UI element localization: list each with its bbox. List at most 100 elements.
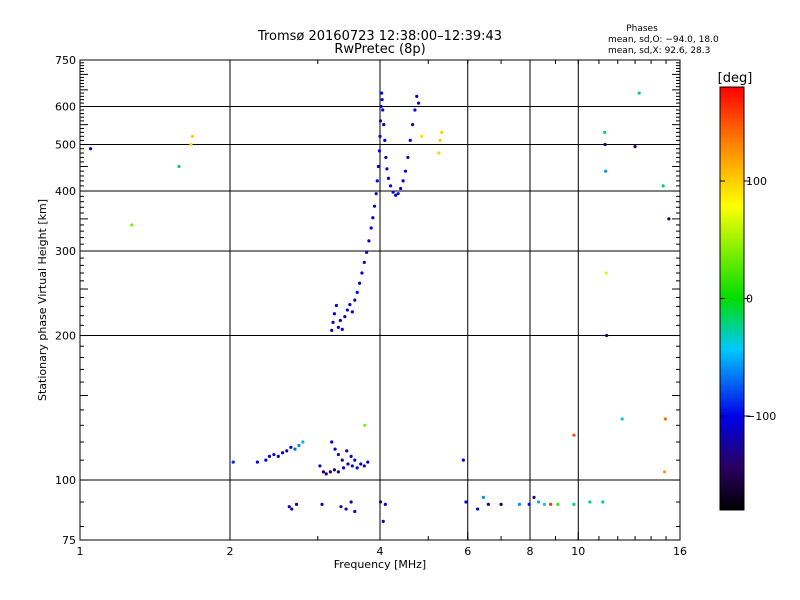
data-point — [336, 452, 340, 457]
colorbar-tick-label: 100 — [746, 175, 767, 188]
data-point — [517, 502, 522, 506]
data-point — [294, 502, 299, 506]
data-point — [464, 500, 468, 504]
x-tick-label: 16 — [673, 545, 687, 558]
data-point — [381, 108, 385, 112]
data-point — [321, 470, 326, 474]
data-point — [401, 179, 405, 183]
data-point — [331, 320, 335, 325]
data-point — [633, 145, 637, 149]
data-point — [572, 502, 576, 506]
data-point — [486, 502, 490, 506]
data-point — [375, 179, 379, 183]
data-point — [637, 91, 641, 95]
data-point — [383, 138, 387, 142]
data-point — [556, 502, 560, 506]
data-point — [355, 466, 359, 470]
data-point — [394, 193, 398, 197]
data-point — [416, 101, 421, 105]
data-point — [293, 447, 297, 451]
data-point — [349, 500, 353, 504]
data-point — [267, 454, 272, 459]
data-point — [437, 151, 441, 155]
data-point — [378, 500, 383, 504]
data-point — [330, 440, 334, 444]
data-point — [360, 271, 364, 275]
data-point — [366, 460, 370, 464]
y-axis: 75 100 200 300 400 500 600 750 — [55, 54, 680, 547]
data-point — [190, 134, 194, 138]
data-point — [605, 333, 609, 338]
data-point — [379, 104, 383, 109]
x-axis-label: Frequency [MHz] — [334, 558, 426, 571]
data-point — [440, 130, 444, 134]
data-point — [378, 134, 382, 138]
data-point — [369, 226, 373, 230]
chart-title: Tromsø 20160723 12:38:00–12:39:43 — [257, 29, 502, 44]
data-point — [177, 164, 181, 169]
data-point — [661, 184, 665, 188]
y-tick-label: 75 — [62, 534, 76, 547]
data-point — [406, 155, 410, 160]
data-point — [330, 328, 334, 332]
y-tick-label: 600 — [55, 101, 76, 114]
data-point — [391, 190, 395, 194]
colorbar-label: [deg] — [718, 71, 753, 86]
data-point — [362, 464, 366, 468]
x-tick-label: 1 — [77, 545, 84, 558]
x-tick-label: 8 — [527, 545, 534, 558]
data-point — [396, 192, 400, 196]
data-point — [334, 303, 338, 308]
stats-o-mode: mean, sd,O: −94.0, 18.0 — [608, 35, 719, 45]
data-point — [189, 142, 193, 147]
data-point — [332, 312, 336, 316]
stats-title: Phases — [626, 24, 658, 34]
y-tick-label: 200 — [55, 330, 76, 343]
data-point — [549, 502, 553, 506]
data-point — [350, 464, 354, 468]
data-point — [376, 164, 380, 169]
data-point — [338, 318, 342, 323]
x-axis: 1 2 4 6 8 10 16 — [77, 60, 687, 558]
data-point — [380, 98, 384, 102]
data-point — [542, 502, 546, 506]
data-point — [413, 108, 417, 112]
data-point — [536, 500, 541, 504]
colorbar-tick-label: 0 — [746, 293, 753, 306]
y-tick-label: 100 — [55, 474, 76, 487]
data-point — [353, 458, 357, 462]
data-point — [461, 458, 465, 462]
data-point — [603, 142, 607, 147]
data-point — [290, 507, 294, 511]
data-point — [372, 204, 377, 208]
data-point — [328, 470, 332, 474]
data-point — [343, 315, 347, 319]
x-tick-label: 6 — [464, 545, 471, 558]
data-point — [620, 417, 624, 421]
data-point — [336, 325, 340, 329]
data-point — [481, 495, 485, 500]
data-point — [340, 327, 344, 331]
data-point — [499, 502, 503, 506]
data-point — [386, 176, 391, 181]
data-point — [339, 505, 343, 509]
data-point — [348, 302, 352, 307]
data-point — [588, 500, 592, 504]
data-point — [255, 460, 260, 464]
data-point — [384, 155, 388, 160]
data-point — [603, 130, 607, 134]
data-point — [320, 502, 324, 506]
data-point — [438, 138, 442, 142]
data-point — [346, 462, 350, 466]
data-point — [359, 462, 363, 466]
data-point — [604, 271, 608, 275]
data-point — [280, 451, 285, 455]
data-point — [355, 290, 359, 294]
data-point — [604, 169, 608, 173]
colorbar-ticks: 100 0 −100 — [720, 175, 776, 423]
data-point — [410, 123, 415, 127]
data-point — [382, 123, 386, 127]
data-point — [367, 239, 371, 243]
data-point — [297, 443, 301, 448]
